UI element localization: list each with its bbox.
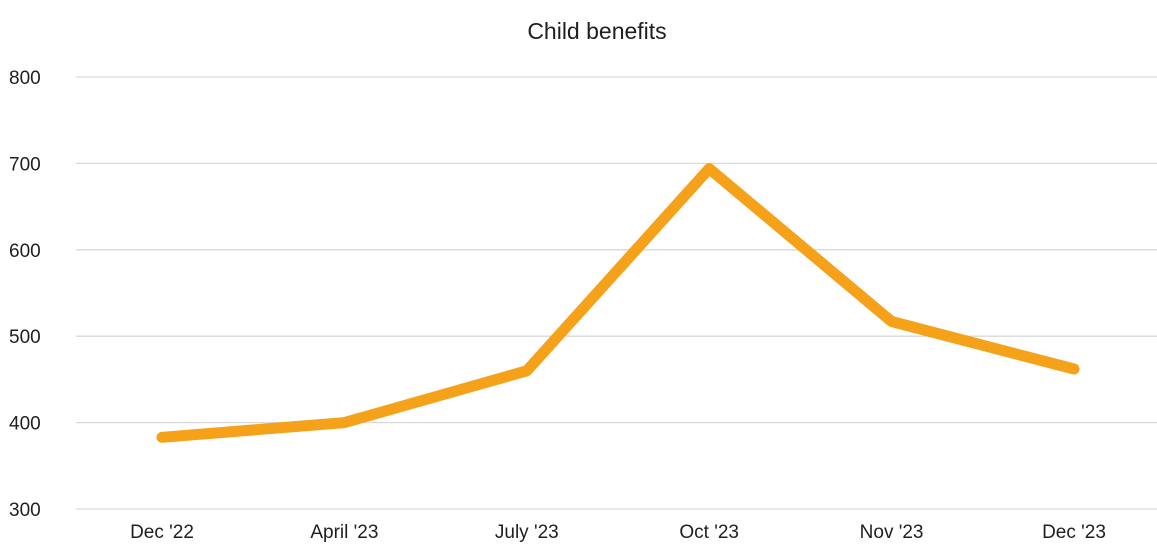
- y-tick-label: 600: [9, 241, 41, 262]
- x-axis-ticks: Dec '22 April '23 July '23 Oct '23 Nov '23 De…: [130, 522, 1106, 543]
- x-tick-label: April '23: [310, 522, 378, 543]
- chart-title: Child benefits: [527, 18, 666, 44]
- x-tick-label: Dec '23: [1042, 522, 1106, 543]
- x-tick-label: Dec '22: [130, 522, 194, 543]
- y-tick-label: 300: [9, 500, 41, 521]
- y-tick-label: 500: [9, 327, 41, 348]
- series-layer: [156, 163, 1080, 443]
- x-tick-label: Nov '23: [860, 522, 924, 543]
- y-tick-label: 400: [9, 414, 41, 435]
- series-line: [156, 163, 1080, 443]
- y-tick-label: 800: [9, 68, 41, 89]
- gridlines: [76, 76, 1157, 510]
- y-axis-ticks: 300 400 500 600 700 800: [9, 68, 41, 521]
- x-tick-label: July '23: [495, 522, 559, 543]
- y-tick-label: 700: [9, 154, 41, 175]
- x-tick-label: Oct '23: [679, 522, 739, 543]
